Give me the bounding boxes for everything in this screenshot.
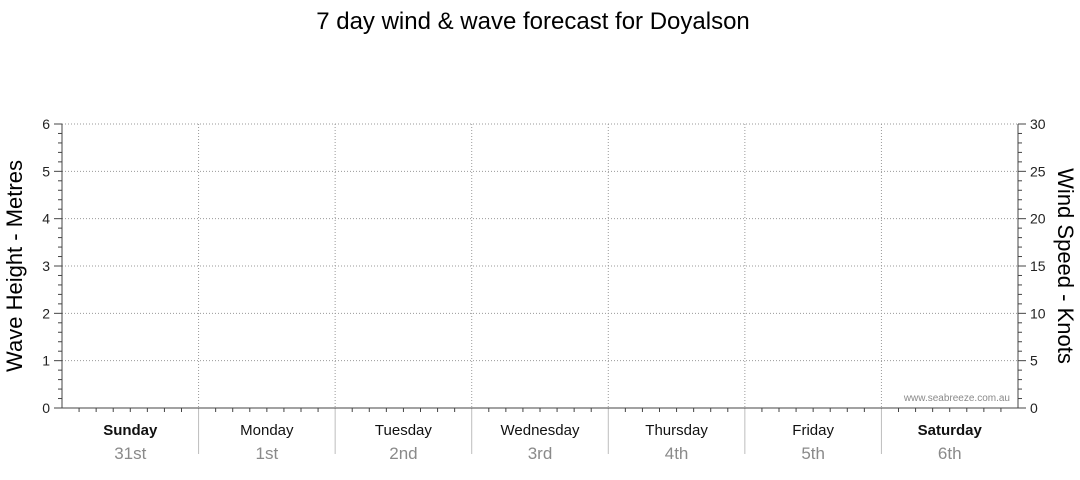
day-date-label: 5th xyxy=(801,444,825,463)
grid-lines xyxy=(62,123,1018,454)
right-tick-label: 20 xyxy=(1030,211,1046,227)
right-y-ticks: 0 5 10 15 20 25 30 xyxy=(1018,116,1046,416)
left-tick-label: 0 xyxy=(42,400,50,416)
axes xyxy=(61,124,1019,412)
left-tick-label: 1 xyxy=(42,353,50,369)
right-tick-label: 5 xyxy=(1030,353,1038,369)
left-tick-label: 4 xyxy=(42,211,50,227)
left-tick-label: 3 xyxy=(42,258,50,274)
day-date-label: 31st xyxy=(114,444,146,463)
left-y-ticks: 0 1 2 3 4 5 6 xyxy=(42,116,62,416)
right-tick-label: 10 xyxy=(1030,305,1046,321)
day-name-label: Wednesday xyxy=(501,422,580,439)
day-name-label: Thursday xyxy=(645,422,708,439)
right-tick-label: 0 xyxy=(1030,400,1038,416)
day-date-label: 3rd xyxy=(528,444,553,463)
right-tick-label: 25 xyxy=(1030,163,1046,179)
right-tick-label: 30 xyxy=(1030,116,1046,132)
left-tick-label: 2 xyxy=(42,305,50,321)
day-name-label: Tuesday xyxy=(375,422,432,439)
day-date-label: 4th xyxy=(665,444,689,463)
watermark: www.seabreeze.com.au xyxy=(903,393,1010,404)
day-name-label: Monday xyxy=(240,422,294,439)
day-name-label: Sunday xyxy=(103,422,158,439)
day-date-label: 1st xyxy=(256,444,279,463)
right-axis-title: Wind Speed - Knots xyxy=(1053,168,1078,364)
left-tick-label: 6 xyxy=(42,116,50,132)
day-labels: Sunday 31st Monday 1st Tuesday 2nd Wednesday 3r… xyxy=(103,422,982,463)
day-date-label: 2nd xyxy=(389,444,417,463)
day-name-label: Saturday xyxy=(918,422,983,439)
right-tick-label: 15 xyxy=(1030,258,1046,274)
left-axis-title: Wave Height - Metres xyxy=(2,160,27,372)
day-date-label: 6th xyxy=(938,444,962,463)
day-name-label: Friday xyxy=(792,422,834,439)
left-tick-label: 5 xyxy=(42,163,50,179)
chart-title: 7 day wind & wave forecast for Doyalson xyxy=(316,8,750,35)
